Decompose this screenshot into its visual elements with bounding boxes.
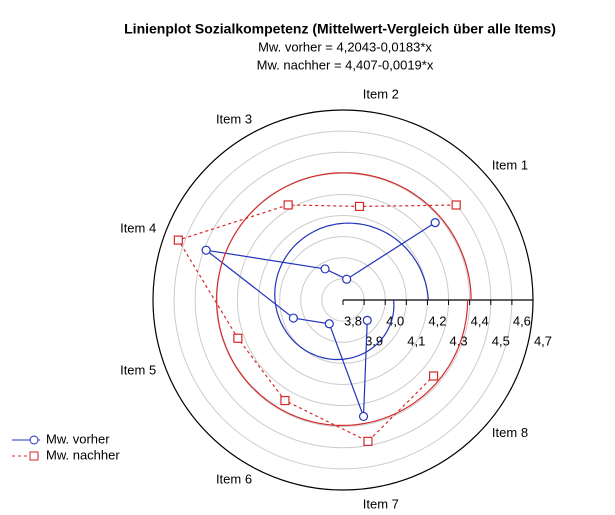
category-label: Item 7: [363, 496, 399, 511]
subtitle: Mw. nachher = 4,407-0,0019*x: [257, 57, 434, 72]
category-label: Item 5: [120, 363, 156, 378]
legend-label: Mw. nachher: [46, 447, 120, 462]
marker: [280, 395, 290, 406]
r-tick-label: 4,4: [471, 313, 489, 328]
category-label: Item 1: [492, 158, 528, 173]
marker: [342, 274, 352, 284]
r-tick-label: 4,5: [492, 333, 510, 348]
r-tick-label: 4,6: [513, 313, 531, 328]
category-label: Item 3: [216, 111, 252, 126]
r-tick-label: 4,7: [534, 333, 552, 348]
chart-title: Linienplot Sozialkompetenz (Mittelwert-V…: [124, 21, 556, 37]
marker: [354, 201, 365, 212]
r-tick-label: 4,3: [450, 333, 468, 348]
marker: [430, 218, 440, 228]
legend-label: Mw. vorher: [46, 431, 110, 446]
r-tick-label: 3,9: [365, 333, 383, 348]
marker: [173, 235, 183, 245]
category-label: Item 8: [492, 425, 528, 440]
marker: [358, 411, 369, 422]
marker: [283, 200, 293, 210]
legend-marker: [29, 435, 39, 445]
marker: [428, 371, 439, 381]
r-tick-label: 4,2: [428, 313, 446, 328]
marker: [324, 319, 334, 329]
legend-marker: [29, 451, 39, 461]
r-tick-label: 4,1: [407, 333, 425, 348]
marker: [288, 313, 299, 323]
series-line: [177, 204, 457, 443]
r-tick-label: 3,8: [344, 313, 362, 328]
category-label: Item 4: [120, 220, 156, 235]
marker: [363, 436, 373, 446]
marker: [233, 333, 243, 343]
category-label: Item 6: [216, 472, 252, 487]
marker: [362, 315, 372, 325]
marker: [201, 245, 211, 255]
category-label: Item 2: [363, 87, 399, 102]
fit-curve: [216, 172, 472, 426]
marker: [451, 200, 461, 210]
marker: [320, 264, 330, 274]
subtitle: Mw. vorher = 4,2043-0,0183*x: [258, 39, 432, 54]
fit-curve: [274, 222, 429, 361]
